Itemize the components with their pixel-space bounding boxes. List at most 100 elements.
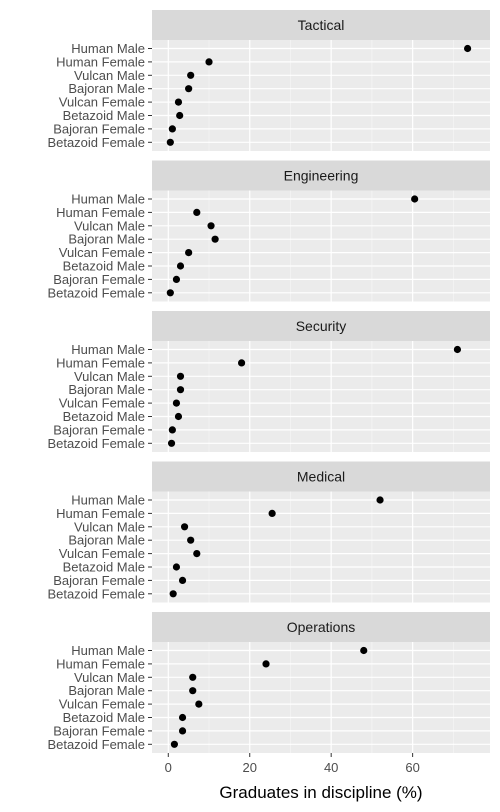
data-point xyxy=(166,289,174,297)
data-point xyxy=(168,426,176,434)
data-point xyxy=(211,235,219,243)
x-axis-title: Graduates in discipline (%) xyxy=(219,783,422,802)
data-point xyxy=(170,740,178,748)
category-label: Vulcan Female xyxy=(59,245,145,260)
data-point xyxy=(268,509,276,517)
data-point xyxy=(178,713,187,722)
facet-strip xyxy=(152,461,490,492)
x-tick-label: 60 xyxy=(405,760,419,775)
category-label: Vulcan Male xyxy=(74,670,145,685)
data-point xyxy=(453,345,462,354)
data-point xyxy=(185,249,193,257)
data-point xyxy=(174,98,183,106)
x-axis: 0 20 40 60 xyxy=(165,753,420,775)
data-point xyxy=(193,208,201,216)
data-point xyxy=(205,58,213,66)
category-label: Vulcan Female xyxy=(59,697,145,712)
category-label: Betazoid Male xyxy=(63,409,145,424)
category-label: Vulcan Female xyxy=(59,546,145,561)
category-label: Betazoid Male xyxy=(63,259,145,274)
category-label: Human Female xyxy=(56,54,145,69)
data-point xyxy=(176,372,185,380)
category-label: Vulcan Male xyxy=(74,68,145,83)
data-point xyxy=(262,660,270,668)
x-tick-label: 0 xyxy=(165,760,172,775)
category-label: Human Male xyxy=(71,643,145,658)
panel-background xyxy=(152,491,490,603)
category-label: Vulcan Female xyxy=(59,95,145,110)
facet-strip xyxy=(152,160,490,191)
data-point xyxy=(180,523,189,531)
category-label: Vulcan Male xyxy=(74,369,145,384)
data-point xyxy=(169,590,177,598)
x-tick-label: 20 xyxy=(243,760,257,775)
category-label: Bajoran Male xyxy=(68,232,145,247)
category-label: Bajoran Male xyxy=(68,81,145,96)
data-point xyxy=(207,222,215,230)
facet-strip xyxy=(152,612,490,642)
facet-strip-label: Medical xyxy=(297,469,345,485)
data-point xyxy=(178,576,187,585)
category-label: Human Female xyxy=(56,205,145,220)
category-label: Vulcan Male xyxy=(74,519,145,534)
category-label: Betazoid Male xyxy=(63,560,145,575)
category-label: Bajoran Female xyxy=(53,272,145,287)
data-point xyxy=(176,111,184,120)
panel-background xyxy=(152,40,490,151)
data-point xyxy=(178,727,187,735)
data-point xyxy=(187,71,195,79)
category-label: Human Male xyxy=(71,493,145,508)
data-point xyxy=(237,359,246,367)
data-point xyxy=(185,85,193,93)
category-label: Vulcan Female xyxy=(59,396,145,411)
data-point xyxy=(172,399,181,407)
facet-strip-label: Tactical xyxy=(298,17,345,33)
panel-background xyxy=(152,642,490,753)
category-label: Bajoran Female xyxy=(53,422,145,437)
data-point xyxy=(168,125,176,133)
data-point xyxy=(167,439,176,447)
data-point xyxy=(172,563,181,571)
category-label: Bajoran Female xyxy=(53,723,145,738)
category-label: Bajoran Female xyxy=(53,573,145,588)
data-point xyxy=(376,496,384,504)
category-label: Betazoid Female xyxy=(47,586,145,601)
facet-strip-label: Operations xyxy=(287,619,355,635)
facet-strip xyxy=(152,10,490,40)
data-point xyxy=(189,673,197,681)
category-label: Betazoid Male xyxy=(63,108,145,123)
data-point xyxy=(176,386,185,394)
data-point xyxy=(195,700,203,708)
data-point xyxy=(360,646,368,655)
data-point xyxy=(174,412,183,421)
category-label: Bajoran Female xyxy=(53,121,145,136)
category-label: Betazoid Female xyxy=(47,737,145,752)
facet-strip-label: Security xyxy=(296,318,347,334)
data-point xyxy=(176,262,185,270)
panel-background xyxy=(152,190,490,302)
facet-strip xyxy=(152,311,490,341)
category-label: Human Male xyxy=(71,342,145,357)
data-point xyxy=(172,275,181,283)
category-label: Betazoid Female xyxy=(47,135,145,150)
category-label: Vulcan Male xyxy=(74,218,145,233)
category-label: Human Female xyxy=(56,355,145,370)
category-label: Bajoran Male xyxy=(68,683,145,698)
x-tick-label: 40 xyxy=(324,760,338,775)
data-point xyxy=(411,195,419,203)
data-point xyxy=(189,687,197,695)
category-label: Betazoid Female xyxy=(47,285,145,300)
category-label: Betazoid Male xyxy=(63,710,145,725)
category-label: Human Female xyxy=(56,506,145,521)
category-label: Bajoran Male xyxy=(68,382,145,397)
category-label: Human Male xyxy=(71,192,145,207)
facet-strip-label: Engineering xyxy=(284,168,359,184)
panel-background xyxy=(152,341,490,452)
category-label: Human Female xyxy=(56,656,145,671)
